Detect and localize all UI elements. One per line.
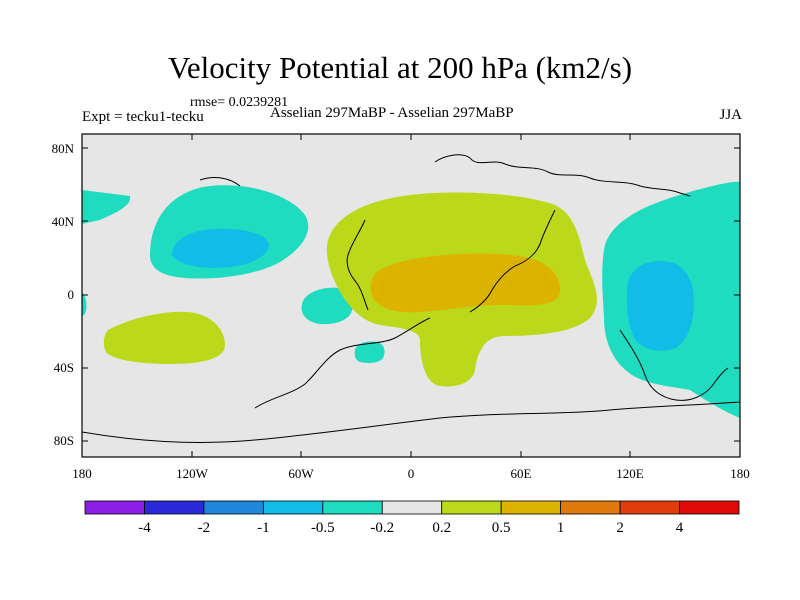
contour-positive-central-inner xyxy=(370,253,560,313)
plot-title: Velocity Potential at 200 hPa (km2/s) xyxy=(167,50,633,85)
colorbar-label: 0.5 xyxy=(492,520,511,536)
coast-east-continent xyxy=(619,329,729,401)
contour-negative-left-edge xyxy=(82,190,131,224)
lon-tick-label: 180 xyxy=(72,466,92,481)
contour-positive-south-west xyxy=(103,311,225,364)
colorbar-swatch xyxy=(262,500,324,515)
lat-tick-label: 80S xyxy=(54,433,74,448)
contour-negative-east-inner xyxy=(626,260,694,351)
colorbar-swatch xyxy=(560,500,621,515)
lon-tick-label: 120W xyxy=(176,466,209,481)
contour-negative-left-edge-small xyxy=(82,292,87,316)
colorbar-swatch xyxy=(322,500,383,515)
lon-tick-label: 0 xyxy=(408,466,415,481)
axis-ticks xyxy=(82,134,740,457)
contour-negative-atlantic xyxy=(301,287,354,325)
contour-negative-west-inner xyxy=(172,228,269,268)
lat-tick-label: 40N xyxy=(52,214,75,229)
colorbar-label: 1 xyxy=(557,520,565,536)
longitude-axis: 180 120W 60W 0 60E 120E 180 xyxy=(72,466,750,481)
lon-tick-label: 180 xyxy=(730,466,750,481)
colorbar-label: -0.2 xyxy=(370,520,394,536)
coastlines xyxy=(82,154,740,443)
latitude-axis: 80N 40N 0 40S 80S xyxy=(52,141,75,448)
colorbar-swatch xyxy=(500,500,562,515)
season-label: JJA xyxy=(719,107,742,123)
colorbar-swatch xyxy=(441,500,502,515)
lat-tick-label: 0 xyxy=(68,287,75,302)
contour-negative-south-atlantic xyxy=(354,341,385,363)
lat-tick-label: 80N xyxy=(52,141,75,156)
lon-tick-label: 60W xyxy=(288,466,314,481)
colorbar-label: 0.2 xyxy=(432,520,451,536)
colorbar xyxy=(84,500,740,515)
colorbar-swatch xyxy=(619,500,680,515)
coast-east-asia xyxy=(469,209,556,313)
experiment-label: Expt = tecku1-tecku xyxy=(82,109,204,125)
colorbar-label: -2 xyxy=(198,520,211,536)
coast-west-africa xyxy=(346,219,369,311)
colorbar-swatch xyxy=(381,500,443,515)
map-area: 80N 40N 0 40S 80S 180 120W 60W 0 60E 120… xyxy=(52,133,750,481)
map-frame xyxy=(81,133,741,458)
plot-subtitle: Asselian 297MaBP - Asselian 297MaBP xyxy=(270,105,514,121)
colorbar-swatch xyxy=(144,500,205,515)
coast-southern-continent xyxy=(254,317,431,409)
coast-north-america xyxy=(199,177,241,187)
colorbar-label: -4 xyxy=(138,520,151,536)
colorbar-labels: -4 -2 -1 -0.5 -0.2 0.2 0.5 1 2 4 xyxy=(138,520,684,536)
colorbar-label: 4 xyxy=(676,520,684,536)
coast-antarctic-arc xyxy=(82,401,740,443)
lon-tick-label: 60E xyxy=(511,466,532,481)
colorbar-label: 2 xyxy=(616,520,624,536)
colorbar-label: -1 xyxy=(257,520,270,536)
colorbar-swatch xyxy=(679,500,740,515)
lat-tick-label: 40S xyxy=(54,360,74,375)
coast-north-eurasia xyxy=(434,154,691,197)
colorbar-label: -0.5 xyxy=(311,520,335,536)
colorbar-swatch xyxy=(84,500,145,515)
colorbar-swatch xyxy=(203,500,264,515)
lon-tick-label: 120E xyxy=(616,466,644,481)
rmse-label: rmse= 0.0239281 xyxy=(190,95,289,110)
